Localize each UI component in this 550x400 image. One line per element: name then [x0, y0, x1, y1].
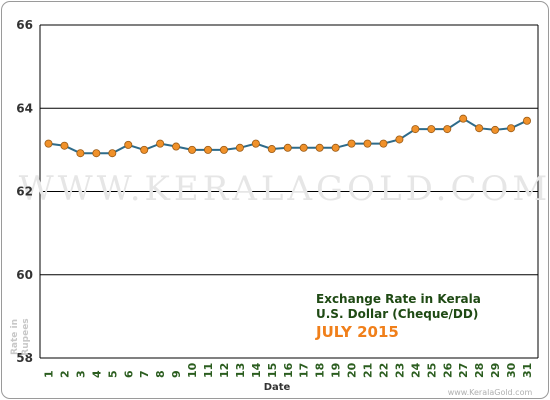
x-tick-label: 5: [106, 370, 119, 378]
x-tick-label: 10: [186, 362, 199, 378]
gridlines: [39, 24, 539, 359]
data-point: [108, 149, 117, 158]
x-tick-label: 26: [441, 362, 454, 378]
data-point: [491, 125, 500, 134]
data-point: [523, 116, 532, 125]
data-point: [379, 139, 388, 148]
x-tick-label: 8: [154, 370, 167, 378]
chart-title-line-3: JULY 2015: [315, 323, 399, 341]
y-tick-label: 60: [16, 268, 33, 282]
y-axis-title-line: Rupees: [21, 318, 31, 355]
x-tick-label: 29: [489, 363, 502, 378]
x-tick-label: 13: [234, 363, 247, 378]
data-point: [124, 140, 133, 149]
series-group: [44, 114, 532, 158]
x-tick-label: 2: [58, 370, 71, 378]
data-point: [283, 143, 292, 152]
data-point: [427, 125, 436, 134]
data-point: [459, 114, 468, 123]
x-tick-label: 25: [425, 363, 438, 378]
x-tick-label: 3: [74, 370, 87, 378]
data-point: [92, 149, 101, 158]
y-tick-label: 66: [16, 18, 33, 32]
y-tick-label: 62: [16, 185, 33, 199]
data-point: [140, 145, 149, 154]
chart-title-line-2: U.S. Dollar (Cheque/DD): [316, 307, 478, 321]
site-credit: www.KeralaGold.com: [448, 388, 533, 397]
y-tick-label: 64: [16, 101, 33, 115]
data-point: [315, 143, 324, 152]
watermark: WWW.KERALAGOLD.COM: [19, 169, 550, 209]
data-point: [172, 142, 181, 151]
x-tick-label: 28: [473, 363, 486, 378]
x-tick-label: 27: [457, 363, 470, 378]
y-tick-labels: 58 60 62 64 66: [16, 18, 33, 365]
data-point: [331, 143, 340, 152]
data-point: [411, 125, 420, 134]
data-point: [251, 139, 260, 148]
data-point: [76, 149, 85, 158]
y-axis-title-line: Rate in: [10, 319, 20, 355]
x-tick-label: 30: [505, 362, 518, 378]
x-tick-label: 7: [138, 370, 151, 378]
data-point: [219, 145, 228, 154]
x-tick-label: 24: [409, 362, 422, 378]
x-tick-label: 9: [170, 370, 183, 378]
x-tick-label: 31: [521, 363, 534, 378]
x-tick-label: 21: [362, 363, 375, 378]
data-point: [267, 145, 276, 154]
x-tick-label: 4: [90, 370, 103, 378]
data-point: [347, 139, 356, 148]
data-point: [188, 145, 197, 154]
data-point: [44, 139, 53, 148]
data-point: [475, 124, 484, 133]
x-tick-label: 17: [298, 363, 311, 378]
data-point: [60, 141, 69, 150]
data-point: [443, 125, 452, 134]
data-point: [156, 139, 165, 148]
data-point: [363, 139, 372, 148]
y-axis-title: Rate in Rupees: [10, 318, 31, 355]
chart-title-line-1: Exchange Rate in Kerala: [316, 292, 481, 306]
data-point: [203, 145, 212, 154]
x-tick-label: 20: [346, 362, 359, 378]
x-axis-title: Date: [264, 382, 291, 393]
data-point: [395, 135, 404, 144]
data-point: [299, 143, 308, 152]
x-tick-label: 15: [266, 363, 279, 378]
x-tick-label: 18: [314, 363, 327, 378]
x-tick-label: 14: [250, 362, 263, 378]
x-tick-label: 19: [330, 363, 343, 378]
data-point: [507, 124, 516, 133]
x-tick-label: 22: [377, 363, 390, 378]
y-tick-label: 58: [16, 351, 33, 365]
data-point: [235, 143, 244, 152]
x-tick-label: 6: [122, 370, 135, 378]
x-tick-label: 23: [393, 363, 406, 378]
x-tick-label: 1: [43, 370, 56, 378]
x-tick-label: 12: [218, 363, 231, 378]
x-tick-label: 11: [202, 363, 215, 378]
x-tick-labels: 1 2 3 4 5 6 7 8 9 10 11 12 13 14 15 16 17 18 19 20 21 22 23 24 2…: [43, 362, 535, 378]
x-tick-label: 16: [282, 362, 295, 378]
